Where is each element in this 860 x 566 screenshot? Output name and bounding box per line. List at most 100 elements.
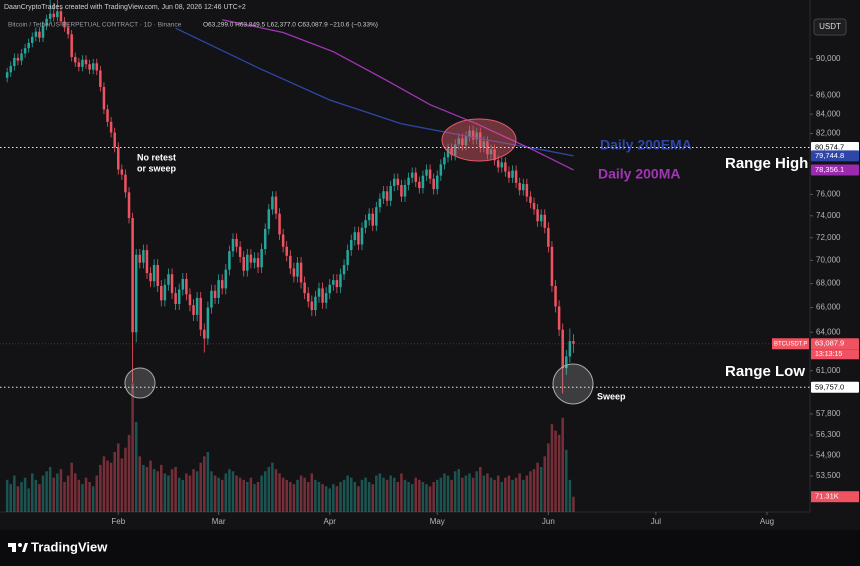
candle-body	[550, 246, 554, 286]
candle-body	[74, 57, 77, 63]
volume-bar	[145, 467, 149, 512]
volume-bar	[127, 434, 131, 512]
candle-body	[303, 282, 306, 294]
candle-body	[367, 213, 371, 221]
y-tick-label: 57,800	[816, 409, 841, 418]
volume-bar	[106, 460, 109, 512]
candle-body	[382, 191, 385, 199]
volume-bar	[9, 484, 13, 512]
volume-bar	[296, 479, 299, 512]
candle-body	[52, 13, 56, 18]
candle-body	[181, 278, 185, 290]
volume-bar	[91, 486, 95, 512]
candle-body	[45, 18, 48, 26]
y-tick-label: 70,000	[816, 255, 841, 264]
volume-bar	[213, 475, 217, 512]
volume-bar	[95, 475, 99, 512]
candle-body	[106, 109, 109, 122]
candle-body	[385, 191, 389, 201]
volume-bar	[396, 482, 400, 512]
volume-bar	[224, 473, 228, 512]
volume-bar	[439, 477, 443, 512]
candle-body	[109, 121, 113, 133]
volume-bar	[400, 473, 403, 512]
candle-body	[120, 169, 124, 175]
candle-body	[224, 269, 228, 289]
candle-body	[285, 246, 288, 256]
candle-body	[436, 175, 439, 190]
candle-body	[471, 130, 475, 140]
candle-body	[253, 258, 256, 263]
candle-body	[439, 164, 443, 176]
candle-body	[446, 148, 450, 158]
volume-bar	[550, 424, 554, 512]
volume-bar	[403, 479, 407, 512]
volume-bar	[310, 473, 314, 512]
y-tick-label: 66,000	[816, 303, 841, 312]
volume-bar	[31, 473, 34, 512]
candle-body	[274, 196, 278, 214]
candle-body	[38, 31, 41, 38]
footer-brand: TradingView	[31, 539, 108, 554]
candle-body	[213, 290, 217, 298]
volume-bar	[554, 430, 557, 512]
volume-bar	[124, 447, 127, 512]
volume-bar	[88, 482, 91, 512]
candle-body	[70, 34, 73, 58]
candle-body	[425, 169, 428, 176]
countdown-tag	[811, 349, 859, 360]
volume-bar	[547, 443, 550, 512]
candle-body	[23, 48, 27, 54]
candle-body	[525, 183, 529, 197]
candle-body	[31, 36, 34, 43]
candle-body	[210, 290, 213, 308]
volume-bar	[149, 460, 152, 512]
volume-bar	[317, 482, 321, 512]
volume-bar	[267, 467, 271, 512]
volume-bar	[5, 479, 9, 512]
candle-body	[16, 57, 20, 61]
candle-body	[360, 227, 364, 245]
low-circle	[124, 367, 156, 399]
candle-body	[572, 341, 575, 344]
candle-body	[91, 63, 95, 70]
volume-bar	[493, 479, 496, 512]
price-tag-label: 59,757.0	[815, 382, 844, 391]
volume-bar	[102, 456, 106, 512]
footer-bar	[0, 530, 860, 566]
volume-bar	[561, 417, 564, 512]
y-tick-label: 54,900	[816, 450, 841, 459]
logo	[8, 543, 28, 552]
candle-body	[321, 288, 324, 303]
candle-body	[174, 293, 177, 304]
candle-body	[238, 246, 242, 257]
candle-body	[296, 262, 299, 277]
volume-bar	[206, 452, 210, 512]
volume-bar	[23, 477, 27, 512]
volume-bar	[378, 473, 382, 512]
candle-body	[235, 238, 238, 247]
candle-body	[192, 305, 195, 315]
candle-body	[324, 293, 328, 303]
volume-bar	[421, 482, 425, 512]
volume-bar	[117, 443, 120, 512]
candle-body	[414, 172, 418, 182]
volume-bar	[314, 479, 317, 512]
candle-body	[504, 162, 507, 172]
candle-body	[522, 183, 525, 191]
x-tick-label: Apr	[324, 517, 337, 526]
candle-body	[357, 232, 360, 245]
candle-body	[353, 232, 357, 241]
volume-bar	[346, 475, 349, 512]
candle-body	[63, 21, 66, 28]
volume-bar	[289, 482, 292, 512]
volume-bar	[407, 482, 410, 512]
price-tag	[811, 164, 859, 176]
volume-bar	[156, 471, 159, 512]
candle-body	[278, 213, 281, 235]
candle-body	[56, 11, 59, 18]
candle-body	[496, 160, 500, 168]
currency-box[interactable]	[813, 18, 847, 36]
volume-bar	[514, 477, 518, 512]
volume-bar	[324, 486, 328, 512]
